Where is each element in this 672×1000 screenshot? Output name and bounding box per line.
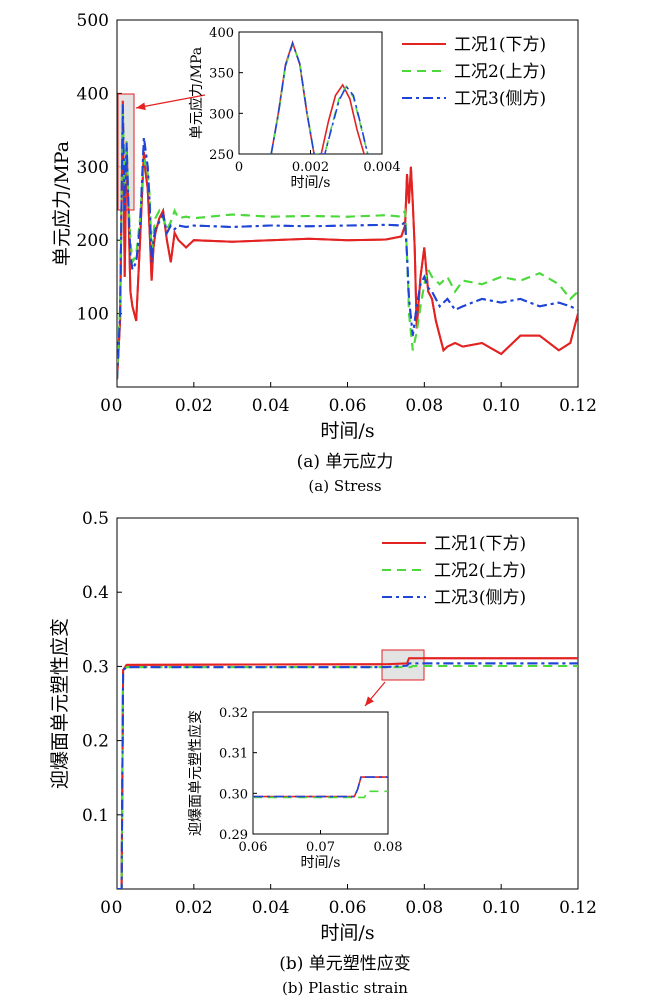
panel-a-overlay-series-3-line bbox=[117, 104, 578, 380]
panel-b-y-tick-label: 0.1 bbox=[82, 806, 109, 826]
panel-a-legend-label-2: 工况2(上方) bbox=[454, 62, 546, 82]
panel-b-inset-y-axis-label: 迎爆面单元塑性应变 bbox=[187, 710, 204, 836]
panel-a-chart: 0 0.02 0.04 0.06 0.08 0.10 0.12 0 100 200 300 400 50… bbox=[51, 11, 597, 495]
panel-a-caption-en: (a) Stress bbox=[308, 477, 381, 495]
panel-b-legend-label-3: 工况3(侧方) bbox=[434, 588, 526, 608]
panel-a-inset-y-tick-label: 250 bbox=[209, 148, 234, 163]
panel-a-y-tick-label: 300 bbox=[77, 158, 109, 178]
panel-b-x-tick-label: 0 bbox=[112, 898, 123, 918]
panel-b-overlay-series-1-line bbox=[117, 657, 578, 889]
panel-a-x-tick-label: 0.08 bbox=[405, 396, 443, 416]
panel-b-chart: 0 0.02 0.04 0.06 0.08 0.10 0.12 0 0.1 0.2 0.3 0.4 0.… bbox=[49, 509, 597, 997]
panel-b-inset-y-tick-label: 0.29 bbox=[219, 828, 248, 843]
panel-b-inset-x-tick-label: 0.06 bbox=[239, 840, 268, 855]
panel-b-inset-frame bbox=[252, 711, 389, 835]
panel-a-x-tick-label: 0.12 bbox=[559, 396, 597, 416]
panel-b-inset-y-tick-label: 0.30 bbox=[219, 787, 248, 802]
panel-a-x-tick-label: 0.10 bbox=[482, 396, 520, 416]
panel-b-y-tick-label: 0.3 bbox=[82, 657, 109, 677]
panel-b-origin-label: 0 bbox=[100, 898, 111, 918]
panel-b-series-overlay bbox=[117, 657, 578, 889]
panel-a-inset-x-tick-label: 0.002 bbox=[292, 160, 329, 175]
panel-b-inset-series-3-line bbox=[253, 776, 388, 798]
panel-a-legend-label-3: 工况3(侧方) bbox=[454, 89, 546, 109]
panel-a-x-tick-label: 0.06 bbox=[329, 396, 367, 416]
panel-a-inset-y-tick-label: 350 bbox=[209, 67, 234, 82]
panel-a-origin-label: 0 bbox=[100, 396, 111, 416]
panel-a-inset-y-tick-label: 300 bbox=[209, 107, 234, 122]
panel-b-inset-x-tick-label: 0.08 bbox=[374, 840, 403, 855]
panel-b-x-tick-label: 0.10 bbox=[482, 898, 520, 918]
panel-a-y-tick-label: 500 bbox=[77, 11, 109, 31]
panel-a-x-tick-label: 0.02 bbox=[175, 396, 213, 416]
panel-b-x-axis-label: 时间/s bbox=[320, 922, 374, 944]
panel-b-caption-cn: (b) 单元塑性应变 bbox=[279, 954, 411, 974]
panel-b-x-tick-label: 0.06 bbox=[329, 898, 367, 918]
panel-b-caption-en: (b) Plastic strain bbox=[282, 979, 408, 997]
panel-b-legend-label-2: 工况2(上方) bbox=[434, 561, 526, 581]
panel-b-inset-y-tick-label: 0.32 bbox=[219, 706, 248, 721]
panel-b-legend-label-1: 工况1(下方) bbox=[434, 534, 526, 554]
panel-a-x-tick-label: 0 bbox=[112, 396, 123, 416]
panel-a-inset-y-axis-label: 单元应力/MPa bbox=[188, 47, 205, 139]
panel-b-inset-y-tick-label: 0.31 bbox=[219, 747, 248, 762]
panel-b-overlay-series-2-line bbox=[117, 665, 578, 889]
panel-b-inset-x-axis-label: 时间/s bbox=[301, 855, 341, 871]
panel-a-y-tick-label: 100 bbox=[77, 305, 109, 325]
panel-b-zoom-arrow-head bbox=[365, 696, 374, 706]
panel-b-y-axis-label: 迎爆面单元塑性应变 bbox=[49, 618, 71, 789]
panel-a-zoom-arrow-line bbox=[135, 94, 206, 109]
panel-b-x-tick-label: 0.12 bbox=[559, 898, 597, 918]
panel-b-x-tick-label: 0.08 bbox=[405, 898, 443, 918]
panel-a-caption-cn: (a) 单元应力 bbox=[297, 452, 394, 472]
panel-a-series-overlay bbox=[117, 100, 578, 380]
panel-a-overlay-series-1-line bbox=[117, 100, 578, 380]
panel-a-legend-label-1: 工况1(下方) bbox=[454, 35, 546, 55]
panel-b-x-tick-label: 0.04 bbox=[252, 898, 290, 918]
panel-a-inset-x-axis-label: 时间/s bbox=[291, 175, 331, 191]
panel-a-y-tick-label: 200 bbox=[77, 231, 109, 251]
panel-b-y-tick-label: 0.4 bbox=[82, 583, 109, 603]
panel-a-y-tick-label: 400 bbox=[77, 84, 109, 104]
panel-b-y-tick-label: 0.2 bbox=[82, 732, 109, 752]
panel-b-x-tick-label: 0.02 bbox=[175, 898, 213, 918]
panel-b-overlay-series-3-line bbox=[117, 662, 578, 889]
panel-b-inset-x-tick-label: 0.07 bbox=[306, 840, 335, 855]
panel-a-zoom-arrow-head bbox=[136, 102, 146, 111]
panel-a-inset-x-tick-label: 0.004 bbox=[363, 160, 400, 175]
panel-a-overlay-series-2-line bbox=[117, 104, 578, 380]
panel-b-y-tick-label: 0.5 bbox=[82, 509, 109, 529]
panel-a-x-tick-label: 0.04 bbox=[252, 396, 290, 416]
panel-a-inset-series-3-line bbox=[270, 40, 369, 154]
panel-a-x-axis-label: 时间/s bbox=[320, 420, 374, 442]
panel-b-inset-series-2-line bbox=[253, 790, 388, 799]
panel-a-y-axis-label: 单元应力/MPa bbox=[51, 141, 73, 266]
panel-a-inset-x-tick-label: 0 bbox=[235, 160, 243, 175]
panel-a-inset-y-tick-label: 400 bbox=[209, 26, 234, 41]
